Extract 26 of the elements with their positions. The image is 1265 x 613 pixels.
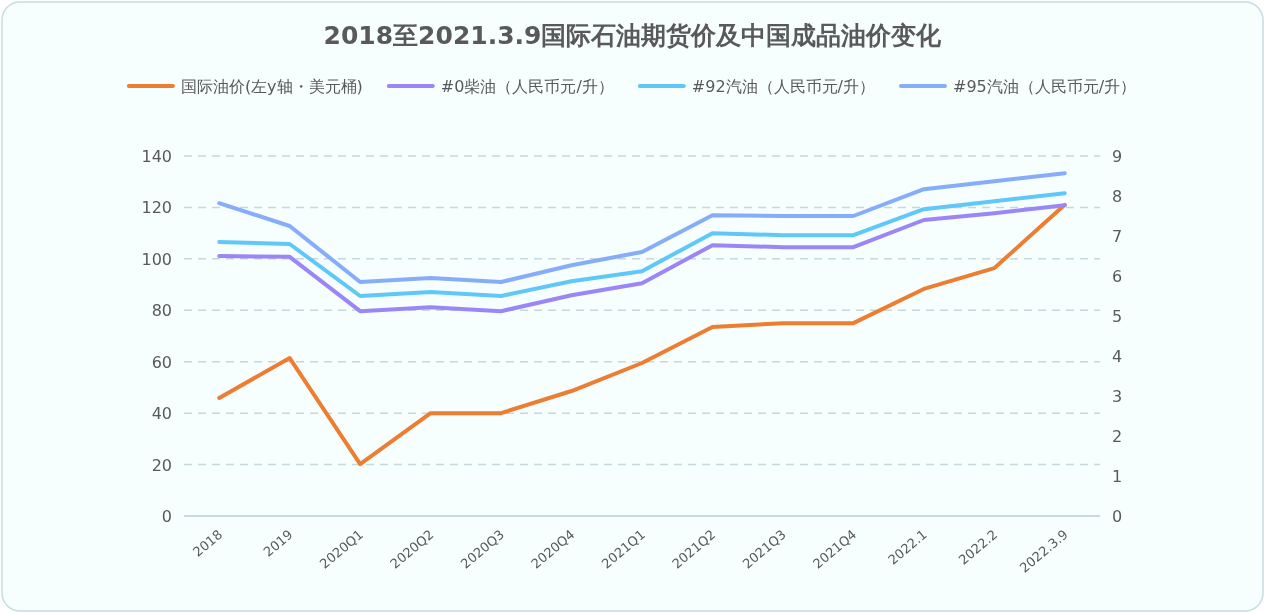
y2-tick-label: 1 (1112, 467, 1123, 486)
y2-tick-label: 6 (1112, 267, 1123, 286)
line-series (217, 191, 1067, 298)
chart-title: 2018至2021.3.9国际石油期货价及中国成品油价变化 (323, 21, 943, 50)
y-tick-label: 80 (151, 301, 172, 321)
line-series (217, 171, 1067, 284)
legend-label: 国际油价(左y轴・美元桶) (180, 77, 363, 96)
y-tick-label: 0 (161, 507, 172, 526)
y-tick-label: 20 (151, 455, 172, 475)
y-tick-label: 40 (151, 404, 172, 424)
y-tick-label: 120 (141, 198, 172, 218)
y2-tick-label: 3 (1112, 387, 1123, 406)
y2-tick-label: 9 (1112, 147, 1123, 166)
y-tick-label: 100 (141, 249, 172, 269)
legend-label: #95汽油（人民币元/升） (952, 77, 1137, 96)
y-tick-label: 60 (151, 352, 172, 372)
y2-tick-label: 7 (1112, 227, 1123, 246)
y2-tick-label: 8 (1112, 187, 1123, 206)
y2-tick-label: 4 (1112, 347, 1123, 366)
legend-label: #92汽油（人民币元/升） (691, 77, 875, 96)
y-tick-label: 140 (141, 147, 172, 166)
y2-tick-label: 0 (1112, 507, 1123, 526)
line-series (217, 203, 1067, 314)
legend-label: #0柴油（人民币元/升） (440, 77, 614, 96)
y2-tick-label: 2 (1112, 427, 1123, 446)
y2-tick-label: 5 (1112, 307, 1123, 326)
